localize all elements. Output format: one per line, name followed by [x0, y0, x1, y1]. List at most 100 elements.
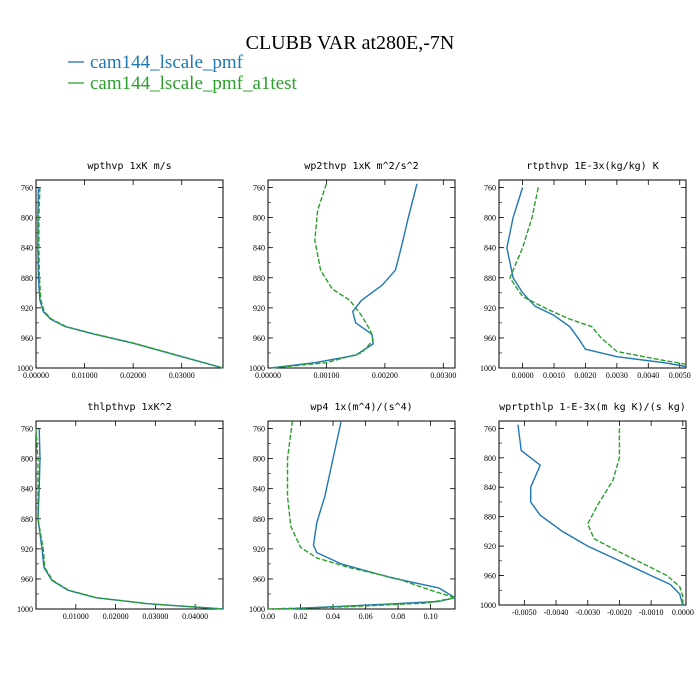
- y-tick-label: 880: [484, 513, 496, 522]
- y-tick-label: 880: [21, 274, 33, 283]
- x-tick-label: 0.00000: [23, 371, 49, 380]
- y-tick-label: 880: [253, 274, 265, 283]
- panel-4: thlpthvp 1xK^2 760 800 840 880 920 960 1000 0.01…: [17, 402, 224, 621]
- panel-6-frame: [498, 420, 687, 606]
- y-tick-label: 840: [253, 244, 265, 253]
- y-tick-label: 1000: [249, 364, 265, 373]
- x-tick-label: 0.02: [294, 612, 308, 621]
- y-tick-label: 760: [21, 184, 33, 193]
- x-tick-label: 0.0030: [606, 371, 628, 380]
- x-tick-label: 0.02000: [103, 612, 129, 621]
- x-tick-label: 0.0050: [669, 371, 691, 380]
- x-tick-label: 0.0040: [637, 371, 659, 380]
- panel-6: wprtpthlp 1-E-3x(m kg K)/(s kg) 760 800 840…: [480, 402, 694, 617]
- x-tick-label: 0.0000: [672, 608, 694, 617]
- y-tick-label: 1000: [249, 605, 265, 614]
- series-2-line: [270, 183, 374, 369]
- y-tick-label: 800: [21, 214, 33, 223]
- y-tick-label: 760: [21, 425, 33, 434]
- panel-4-frame: [35, 420, 224, 610]
- series-1-line: [506, 187, 687, 368]
- y-tick-label: 920: [253, 304, 265, 313]
- y-tick-label: 840: [484, 244, 496, 253]
- x-tick-label: 0.04000: [182, 612, 208, 621]
- x-tick-label: -0.0010: [639, 608, 664, 617]
- y-tick-label: 920: [484, 304, 496, 313]
- series-1-line: [37, 428, 224, 610]
- panel-1-title: wpthvp 1xK m/s: [87, 161, 171, 172]
- y-tick-label: 920: [21, 304, 33, 313]
- legend-entry-2: cam144_lscale_pmf_a1test: [90, 73, 298, 94]
- panel-2-title: wp2thvp 1xK m^2/s^2: [304, 161, 418, 172]
- y-tick-label: 960: [21, 334, 33, 343]
- y-tick-label: 1000: [17, 364, 33, 373]
- x-tick-label: 0.08: [391, 612, 405, 621]
- x-tick-label: 0.06: [359, 612, 373, 621]
- series-1-line: [37, 187, 224, 369]
- x-tick-label: 0.02000: [120, 371, 146, 380]
- y-tick-label: 800: [484, 214, 496, 223]
- x-tick-label: -0.0020: [607, 608, 632, 617]
- x-tick-label: 0.00000: [255, 371, 281, 380]
- panel-5: wp4 1x(m^4)/(s^4)76080084088092096010000…: [249, 402, 456, 621]
- y-tick-label: 880: [21, 515, 33, 524]
- figure-title: CLUBB VAR at280E,-7N: [246, 32, 455, 54]
- panel-1: wpthvp 1xK m/s 760 800 840 880 920 960 10000.00…: [17, 161, 224, 380]
- series-2-line: [35, 428, 224, 610]
- x-tick-label: -0.0030: [575, 608, 600, 617]
- y-tick-label: 920: [253, 545, 265, 554]
- x-tick-label: 0.00: [261, 612, 275, 621]
- y-tick-label: 1000: [480, 364, 496, 373]
- y-tick-label: 800: [253, 214, 265, 223]
- y-tick-label: 1000: [17, 605, 33, 614]
- x-tick-label: 0.0020: [574, 371, 596, 380]
- panel-6-title: wprtpthlp 1-E-3x(m kg K)/(s kg): [499, 402, 686, 413]
- y-tick-label: 840: [21, 485, 33, 494]
- x-tick-label: 0.01000: [63, 612, 89, 621]
- x-tick-label: -0.0050: [512, 608, 537, 617]
- panel-2-frame: [267, 179, 456, 369]
- panel-1-frame: [35, 179, 224, 369]
- series-1-line: [270, 183, 418, 369]
- y-tick-label: 920: [484, 542, 496, 551]
- panel-3-title: rtpthvp 1E-3x(kg/kg) K: [526, 161, 658, 172]
- y-tick-label: 960: [21, 575, 33, 584]
- x-tick-label: 0.03000: [142, 612, 168, 621]
- panel-4-title: thlpthvp 1xK^2: [87, 402, 171, 413]
- x-tick-label: 0.0000: [512, 371, 534, 380]
- series-2-line: [267, 420, 456, 610]
- y-tick-label: 920: [21, 545, 33, 554]
- y-tick-label: 840: [21, 244, 33, 253]
- y-tick-label: 880: [484, 274, 496, 283]
- y-tick-label: 960: [484, 334, 496, 343]
- y-tick-label: 800: [253, 455, 265, 464]
- x-tick-label: 0.00100: [313, 371, 339, 380]
- series-2-line: [509, 187, 687, 365]
- y-tick-label: 760: [484, 424, 496, 433]
- x-tick-label: 0.03000: [169, 371, 195, 380]
- x-tick-label: 0.01000: [72, 371, 98, 380]
- y-tick-label: 840: [484, 483, 496, 492]
- y-tick-label: 960: [253, 575, 265, 584]
- series-1-line: [284, 420, 456, 610]
- y-tick-label: 840: [253, 485, 265, 494]
- panel-3: rtpthvp 1E-3x(kg/kg) K 760 800 840 880 920 960…: [480, 161, 691, 380]
- x-tick-label: 0.10: [424, 612, 438, 621]
- series-1-line: [517, 424, 684, 606]
- panel-2: wp2thvp 1xK m^2/s^2 760 800 840 880 920 960 100…: [249, 161, 456, 380]
- legend: cam144_lscale_pmf cam144_lscale_pmf_a1te…: [68, 52, 298, 94]
- y-tick-label: 800: [484, 454, 496, 463]
- y-tick-label: 800: [21, 455, 33, 464]
- y-tick-label: 760: [253, 425, 265, 434]
- legend-entry-1: cam144_lscale_pmf: [90, 52, 244, 73]
- panels: wpthvp 1xK m/s76080084088092096010000.00…: [17, 161, 694, 621]
- series-2-line: [587, 428, 684, 605]
- panel-5-title: wp4 1x(m^4)/(s^4): [310, 402, 412, 413]
- x-tick-label: 0.04: [326, 612, 340, 621]
- panel-3-frame: [498, 179, 687, 369]
- x-tick-label: 0.0010: [543, 371, 565, 380]
- y-tick-label: 760: [484, 184, 496, 193]
- series-2-line: [38, 187, 224, 369]
- y-tick-label: 960: [253, 334, 265, 343]
